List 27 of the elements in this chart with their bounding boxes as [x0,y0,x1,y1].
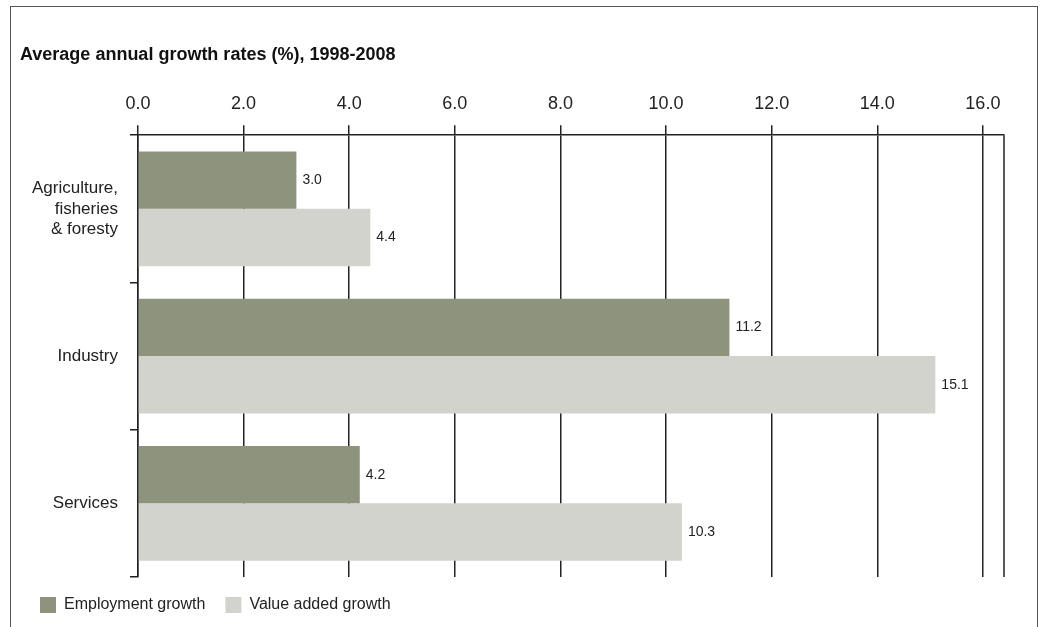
y-tick-label: Agriculture, fisheries & foresty [32,178,119,238]
legend-label: Value added growth [249,595,391,613]
x-tick-label: 16.0 [965,93,1001,114]
data-label: 4.4 [376,228,396,245]
x-tick-label: 8.0 [547,93,573,114]
x-tick-label: 6.0 [442,93,468,114]
bar [138,445,360,504]
data-label: 15.1 [941,375,969,392]
data-label: 10.3 [687,522,716,539]
x-tick-label: 2.0 [231,93,257,114]
x-tick-label: 4.0 [336,93,362,114]
x-tick-label: 14.0 [859,93,895,114]
data-label: 3.0 [302,170,323,187]
bar [138,151,297,209]
legend-label: Employment growth [64,595,206,613]
bar [138,356,936,414]
x-tick-label: 12.0 [754,93,790,114]
x-tick-label: 0.0 [125,93,151,114]
bar [138,208,371,267]
bar [138,503,682,561]
y-tick-label: Industry [57,345,119,365]
chart-title: Average annual growth rates (%), 1998-2008 [20,43,396,64]
data-label: 4.2 [365,465,386,482]
y-tick-label: Services [52,493,118,513]
data-label: 11.2 [735,318,762,335]
bar [138,298,730,357]
x-tick-label: 10.0 [648,93,684,114]
